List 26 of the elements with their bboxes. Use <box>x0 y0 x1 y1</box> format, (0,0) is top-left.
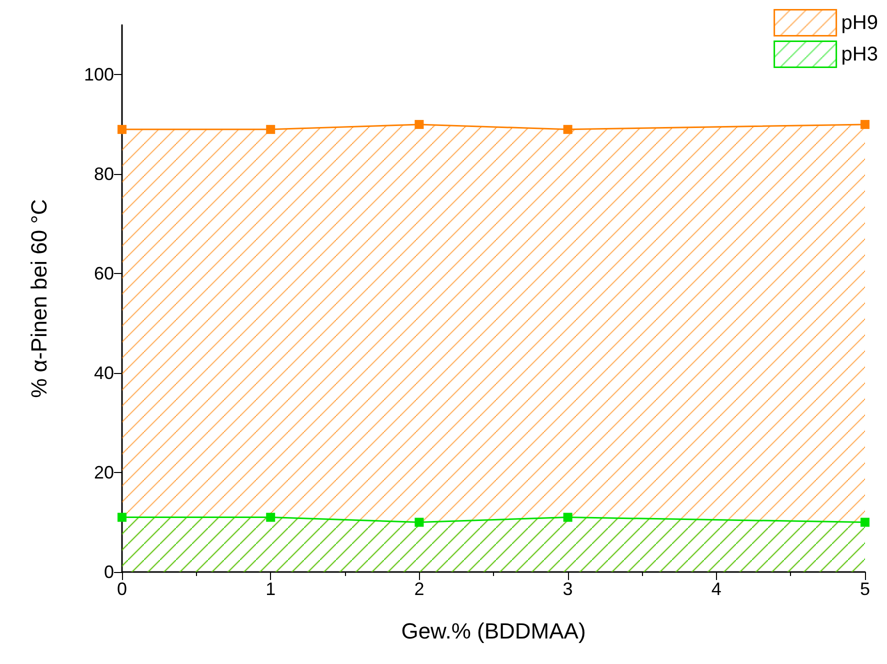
point <box>563 124 572 134</box>
point <box>563 512 572 522</box>
x-tick-label: 0 <box>116 579 128 599</box>
legend-label: pH3 <box>841 43 878 66</box>
y-tick-label: 80 <box>94 164 114 184</box>
y-tick-label: 0 <box>104 562 114 582</box>
x-tick-label: 3 <box>562 579 573 599</box>
x-axis-title: Gew.% (BDDMAA) <box>401 618 586 644</box>
y-tick-label: 60 <box>94 264 114 284</box>
x-tick-label: 4 <box>711 579 722 599</box>
point <box>414 518 424 527</box>
x-tick-label: 1 <box>266 579 276 599</box>
y-tick-label: 40 <box>94 363 114 384</box>
point <box>266 512 276 522</box>
y-axis-title: % α-Pinen bei 60 °C <box>26 198 52 398</box>
point <box>860 120 870 129</box>
x-tick-label: 5 <box>860 579 870 599</box>
point <box>118 124 126 134</box>
y-tick-label: 20 <box>94 462 114 483</box>
point <box>414 120 424 129</box>
point <box>860 518 870 527</box>
legend-label: pH9 <box>841 12 878 34</box>
point <box>266 124 276 134</box>
y-tick-label: 100 <box>84 64 114 85</box>
x-tick-label: 2 <box>414 579 424 599</box>
point <box>118 512 126 522</box>
